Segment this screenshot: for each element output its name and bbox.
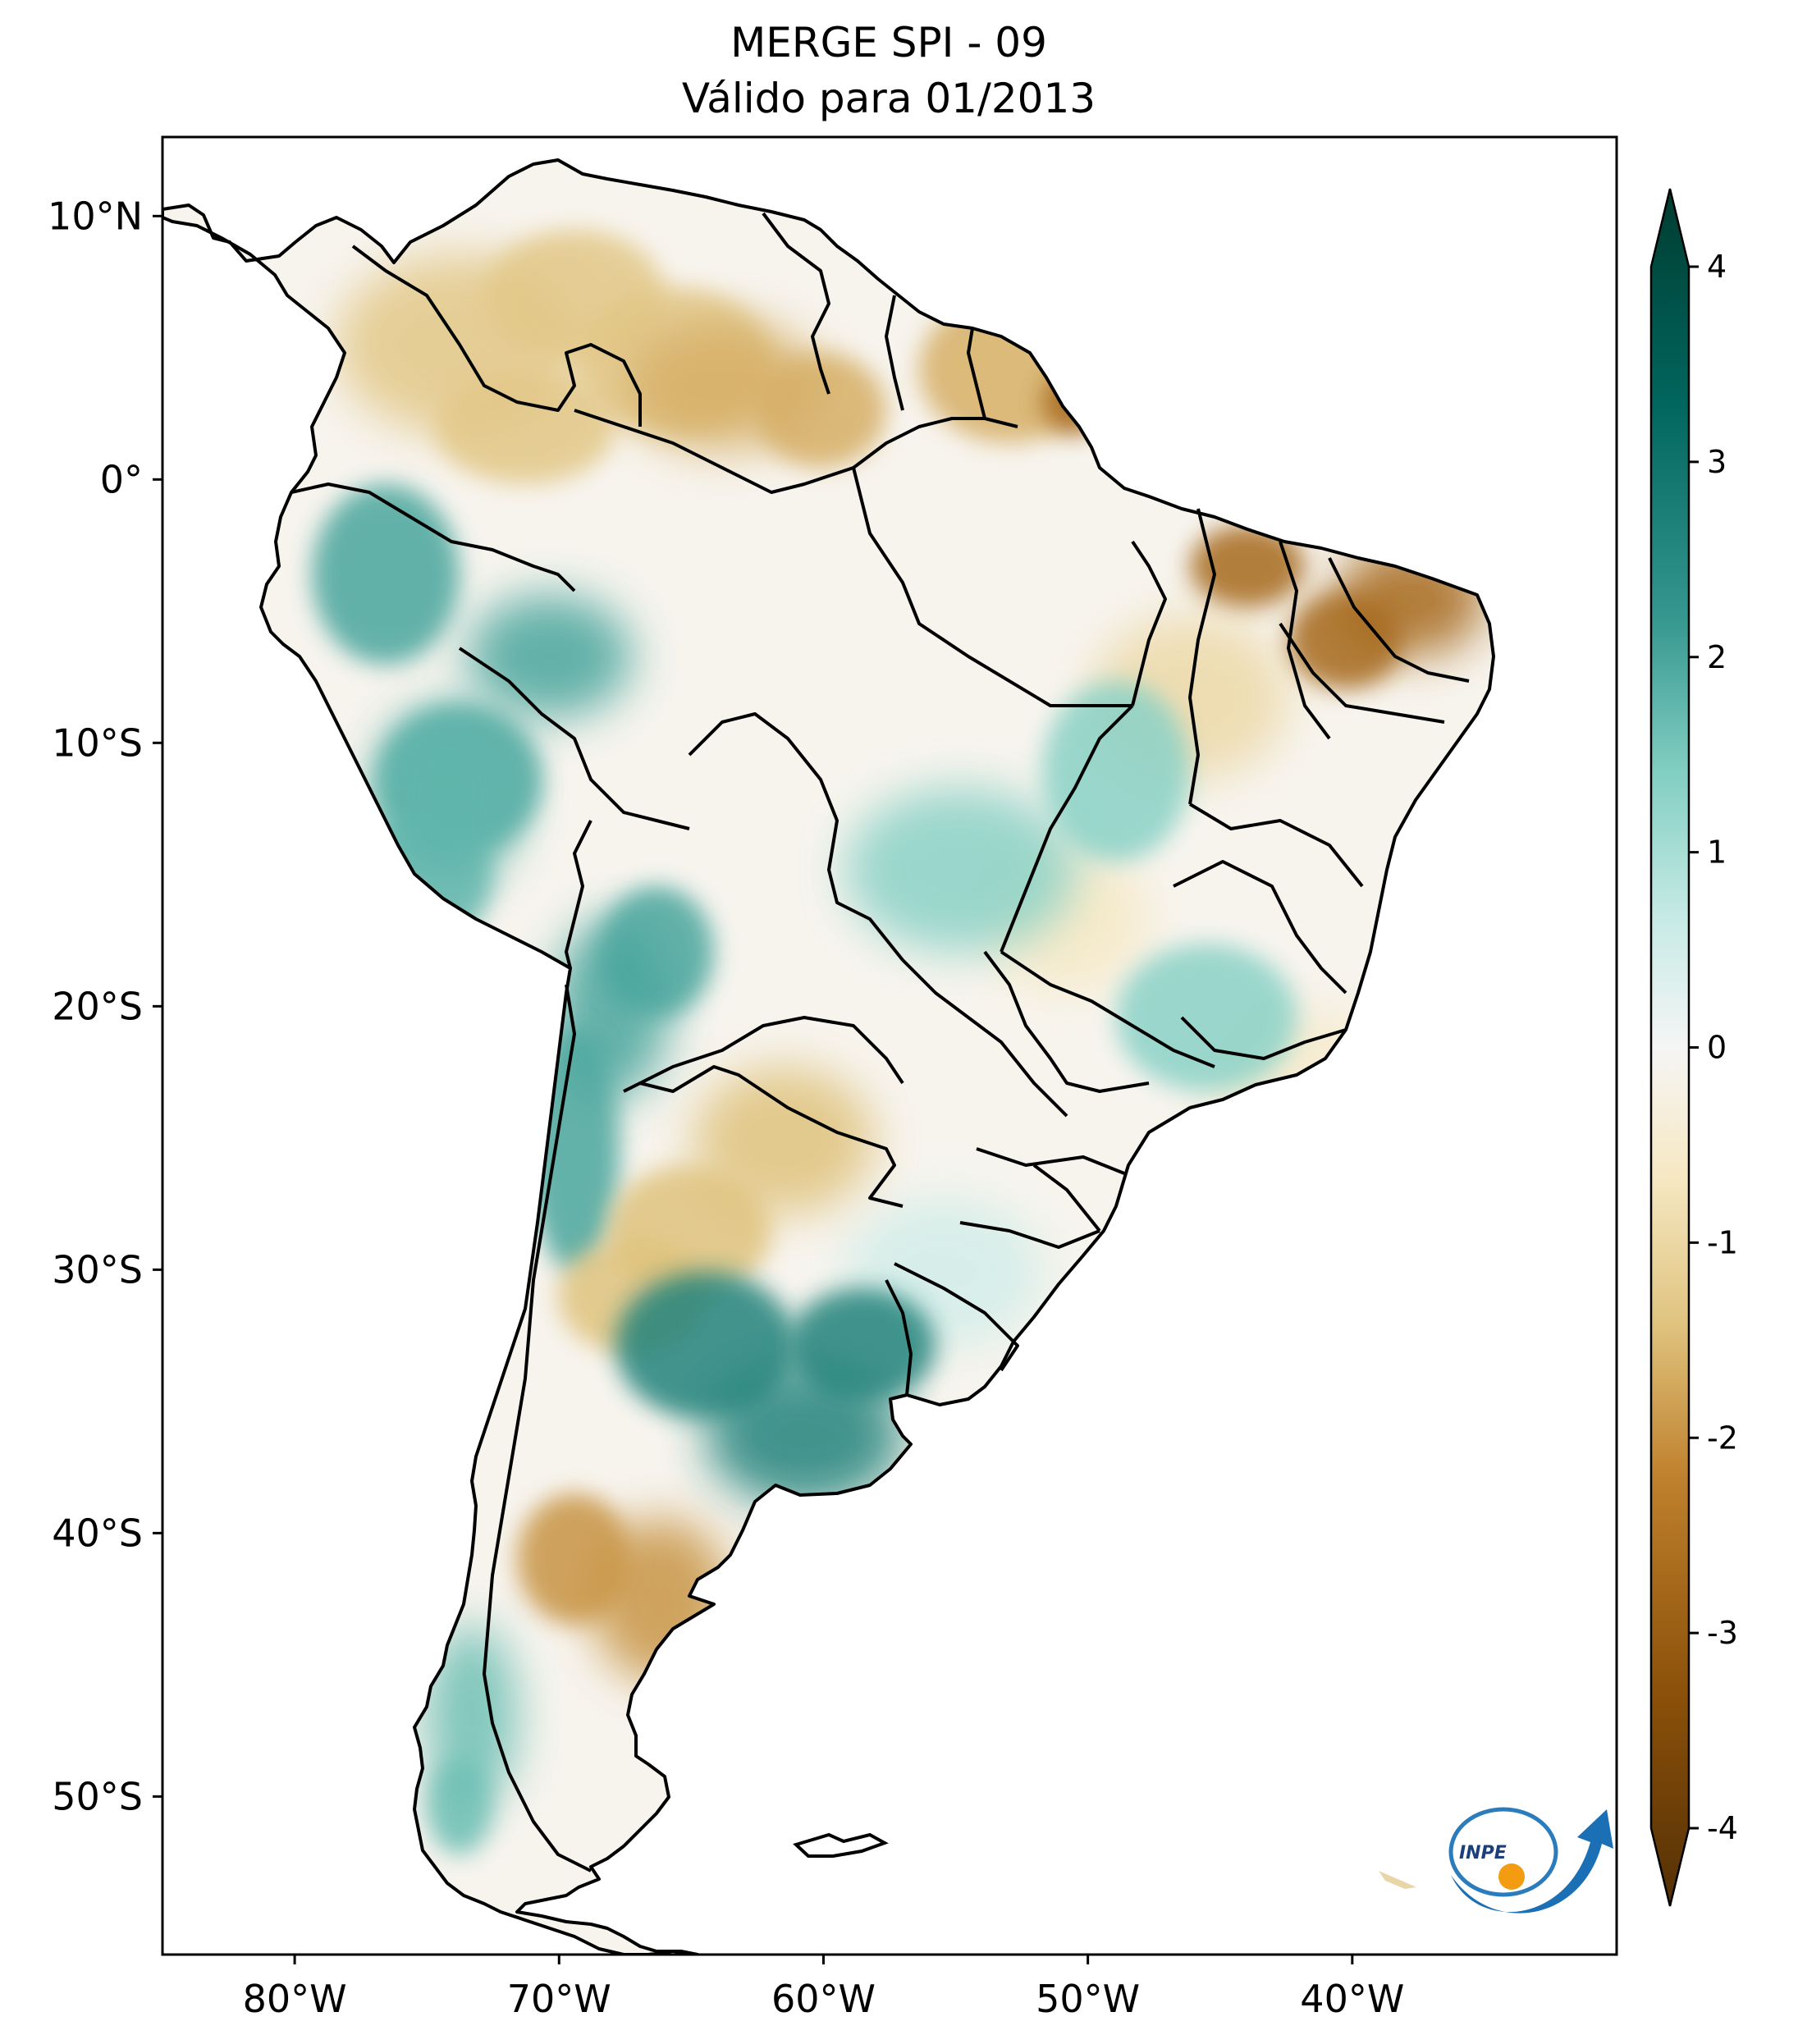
x-tick-label: 50°W <box>1036 1977 1140 2021</box>
border-brazil-states-1 <box>852 467 1132 707</box>
inpe-logo: INPE <box>1448 1807 1613 1914</box>
y-tick-label: 30°S <box>52 1247 143 1292</box>
border-chile-argentina <box>483 984 592 1873</box>
x-tick-label: 40°W <box>1300 1977 1404 2021</box>
anomaly-region-southern-chile <box>427 1756 492 1854</box>
border-peru-bolivia <box>565 820 592 969</box>
logo-swoosh <box>1451 1809 1613 1914</box>
chart-title-line2: Válido para 01/2013 <box>681 75 1096 122</box>
anomaly-region-northeast-brazil-coast <box>1288 591 1403 689</box>
anomaly-region-pampas <box>615 1272 796 1420</box>
border-suriname-guiana <box>967 327 986 419</box>
anomaly-region-paraguay-chaco <box>693 1067 874 1214</box>
x-tick-label: 70°W <box>507 1977 611 2021</box>
border-brazil-north <box>574 409 1018 494</box>
colorbar-tick-label: -1 <box>1707 1224 1738 1260</box>
colorbar-tick-label: -3 <box>1707 1615 1738 1651</box>
border-brazil-states-7 <box>1188 803 1364 888</box>
x-tick-label: 60°W <box>771 1977 876 2021</box>
colorbar-tick-label: 0 <box>1707 1030 1727 1066</box>
border-uruguay-brazil <box>894 1262 1019 1372</box>
y-tick-label: 40°S <box>52 1511 143 1555</box>
border-brazil-states-5 <box>1279 541 1331 740</box>
border-colombia-venezuela <box>351 245 642 427</box>
border-brazil-states-6 <box>1328 557 1470 683</box>
anomaly-region-guianas <box>755 353 886 468</box>
logo-sun-dot <box>1498 1863 1525 1890</box>
anomaly-region-north-colombia-venezuela <box>435 369 615 484</box>
border-brazil-states-2 <box>1131 540 1167 706</box>
border-paraguay-argentina <box>639 1065 904 1208</box>
border-bolivia-paraguay <box>623 1016 904 1093</box>
border-peru-brazil <box>458 647 690 830</box>
colorbar-tick-label: 2 <box>1707 639 1727 675</box>
anomaly-region-bolivia-andes <box>599 886 714 1017</box>
border-brazil-states-9 <box>901 958 1068 1118</box>
logo-orbit-ring <box>1448 1807 1558 1897</box>
colorbar-gradient <box>1649 188 1690 1907</box>
anomaly-region-northeast-brazil-coast <box>1190 525 1305 607</box>
border-brazil-states-12 <box>1032 1164 1101 1232</box>
y-axis-ticks: 10°N 0° 10°S 20°S 30°S 40°S 50°S <box>48 194 162 1818</box>
y-tick-label: 10°S <box>52 720 143 765</box>
border-guyana-suriname <box>885 295 904 411</box>
colorbar-tick-label: -4 <box>1707 1810 1738 1846</box>
border-brazil-states-16 <box>1279 622 1445 724</box>
border-brazil-states-14 <box>1173 860 1347 995</box>
border-brazil-states-11 <box>959 1221 1100 1249</box>
colorbar-tick-label: 3 <box>1707 444 1727 480</box>
falkland-islands <box>793 1832 889 1858</box>
border-brazil-states-3 <box>1000 704 1134 953</box>
border-venezuela-guyana <box>762 212 830 395</box>
y-tick-label: 0° <box>100 457 143 501</box>
colorbar-tick-label: 1 <box>1707 835 1727 871</box>
anomaly-region-pampas <box>788 1288 936 1403</box>
anomaly-region-patagonia <box>517 1493 632 1625</box>
anomaly-region-western-amazon <box>312 484 460 665</box>
border-brazil-states-15 <box>1180 1016 1347 1060</box>
chart-title-line1: MERGE SPI - 09 <box>730 19 1047 66</box>
country-borders <box>291 212 1470 1873</box>
y-tick-label: 10°N <box>48 194 143 238</box>
map-frame <box>161 135 1618 1956</box>
border-brazil-bolivia <box>688 712 904 962</box>
colorbar-ticks: 4 3 2 1 0 -1 -2 -3 -4 <box>1689 249 1738 1846</box>
border-argentina-uruguay <box>885 1279 913 1396</box>
x-tick-label: 80°W <box>243 1977 347 2021</box>
anomaly-region-central-brazil <box>1042 681 1190 862</box>
colorbar-tick-label: -2 <box>1707 1420 1738 1456</box>
south-georgia <box>1379 1871 1416 1889</box>
border-brazil-states-4 <box>1188 508 1216 805</box>
anomaly-region-central-brazil <box>1116 944 1297 1091</box>
coastline <box>162 158 1495 1955</box>
logo-text: INPE <box>1459 1843 1507 1863</box>
y-tick-label: 50°S <box>52 1774 143 1818</box>
border-colombia-ecuador-peru <box>291 482 576 592</box>
anomaly-region-north-colombia-venezuela <box>484 230 665 361</box>
y-tick-label: 20°S <box>52 984 143 1028</box>
border-brazil-states-13 <box>983 950 1150 1093</box>
x-axis-ticks: 80°W 70°W 60°W 50°W 40°W <box>243 1955 1404 2021</box>
border-brazil-states-8 <box>1000 950 1215 1068</box>
colorbar-tick-label: 4 <box>1707 249 1727 285</box>
border-brazil-states-10 <box>976 1147 1125 1175</box>
anomaly-region-western-amazon <box>468 595 632 718</box>
